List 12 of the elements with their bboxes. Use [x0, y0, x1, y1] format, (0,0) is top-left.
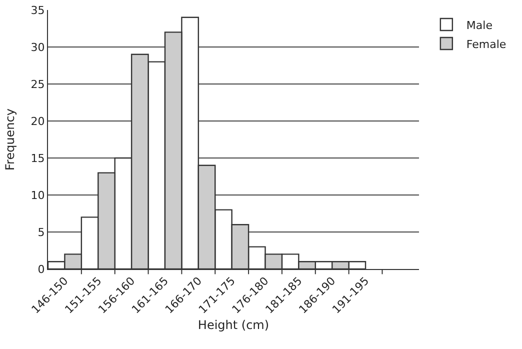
y-tick-label: 15 — [30, 152, 45, 165]
y-tick-label: 5 — [38, 226, 45, 239]
y-tick-label: 0 — [38, 262, 45, 276]
legend-label: Female — [466, 38, 506, 51]
x-axis-title: Height (cm) — [198, 318, 270, 332]
y-axis-title: Frequency — [3, 108, 17, 170]
legend-label: Male — [466, 18, 493, 32]
y-tick-label: 30 — [30, 40, 45, 54]
y-tick-label: 20 — [30, 114, 45, 128]
y-tick-label: 35 — [30, 4, 45, 17]
y-tick-label: 10 — [30, 188, 45, 202]
y-tick-label: 25 — [30, 78, 45, 91]
